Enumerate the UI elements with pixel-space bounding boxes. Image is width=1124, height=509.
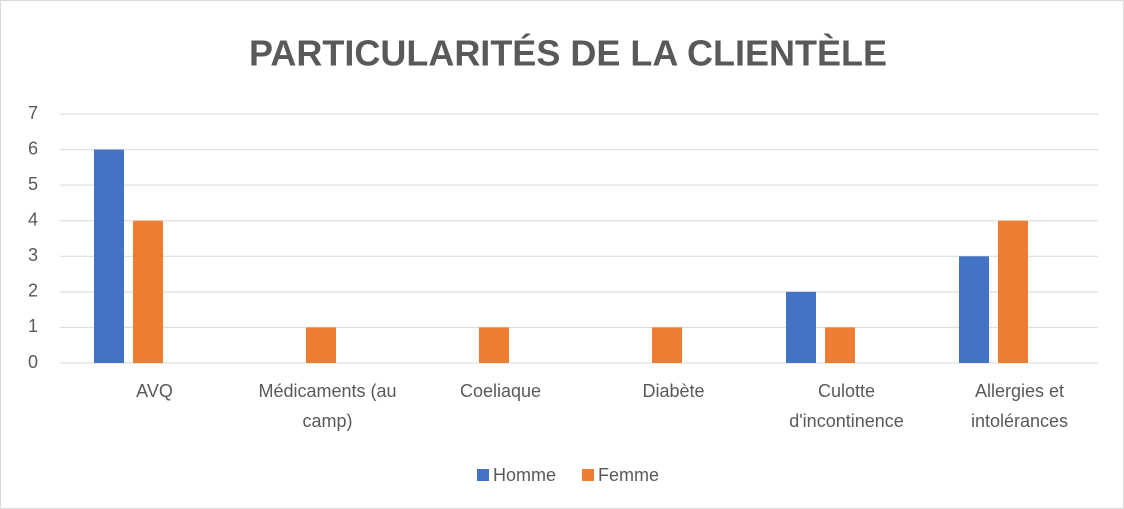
bar	[825, 327, 855, 363]
y-tick-label: 4	[28, 209, 38, 229]
y-tick-label: 2	[28, 281, 38, 301]
y-tick-label: 3	[28, 245, 38, 265]
y-tick-label: 5	[28, 174, 38, 194]
y-tick-label: 7	[28, 103, 38, 123]
y-tick-label: 0	[28, 352, 38, 372]
bar	[94, 149, 124, 363]
legend-swatch	[582, 469, 595, 481]
legend-swatch	[477, 469, 489, 481]
bar	[998, 220, 1028, 363]
y-tick-label: 1	[28, 316, 38, 336]
bar	[959, 256, 989, 363]
bar	[133, 220, 163, 363]
x-tick-label: Allergies et intolérances	[971, 381, 1068, 431]
y-tick-label: 6	[28, 138, 38, 158]
bar	[652, 327, 682, 363]
x-tick-label: Diabète	[642, 381, 704, 401]
legend-label: Homme	[493, 465, 556, 485]
x-tick-label: AVQ	[136, 381, 173, 401]
chart-title: PARTICULARITÉS DE LA CLIENTÈLE	[249, 33, 887, 74]
legend-label: Femme	[598, 465, 659, 485]
x-tick-label: Médicaments (au camp)	[258, 381, 396, 431]
bar	[786, 291, 816, 363]
bar	[479, 327, 509, 363]
x-tick-label: Coeliaque	[460, 381, 541, 401]
bar	[306, 327, 336, 363]
x-tick-label: Culotte d'incontinence	[789, 381, 904, 431]
